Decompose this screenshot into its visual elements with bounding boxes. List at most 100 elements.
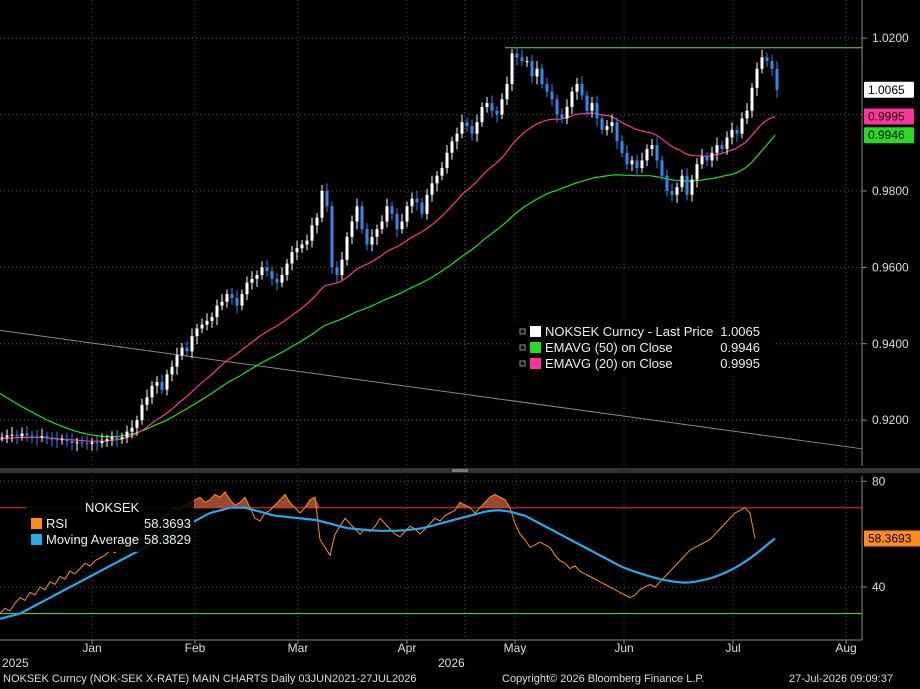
candle-body — [550, 91, 554, 100]
price-tick-label: 1.0200 — [872, 31, 909, 45]
legend-swatch — [31, 518, 42, 529]
price-axis: 1.0200 0.9800 0.9600 0.9400 0.9200 1.0065 0.99… — [861, 0, 914, 466]
candle-body — [55, 439, 59, 441]
candle-body — [35, 436, 39, 438]
legend-toggle[interactable] — [519, 360, 526, 367]
chart-background — [0, 0, 920, 671]
candle-body — [365, 229, 369, 245]
candle-body — [375, 229, 379, 237]
month-label: Jan — [82, 641, 101, 655]
month-label: Feb — [185, 641, 206, 655]
candle-body — [715, 145, 719, 153]
candle-body — [320, 190, 324, 218]
candle-body — [140, 404, 144, 421]
footer-copyright: Copyright© 2026 Bloomberg Finance L.P. — [502, 673, 705, 685]
candle-body — [200, 324, 204, 329]
indicator-legend-title: NOKSEK — [85, 500, 140, 515]
price-panel-lines — [0, 47, 863, 450]
candle-body — [255, 275, 259, 279]
legend-value: 58.3693 — [144, 516, 191, 531]
candle-body — [180, 347, 184, 356]
candle-body — [410, 198, 414, 207]
legend-toggle[interactable] — [519, 344, 526, 351]
candle-body — [295, 248, 299, 253]
candle-body — [495, 110, 499, 115]
candle-body — [30, 435, 34, 437]
candle-body — [235, 297, 239, 306]
candle-body — [175, 355, 179, 367]
candle-body — [370, 236, 374, 245]
candle-body — [65, 439, 69, 442]
candle-body — [490, 103, 494, 111]
month-label: Jul — [725, 641, 740, 655]
candle-body — [630, 160, 634, 165]
price-candles — [0, 47, 779, 452]
price-legend[interactable]: NOKSEK Curncy - Last Price 1.0065 EMAVG (5… — [511, 320, 773, 374]
candle-body — [215, 305, 219, 318]
candle-body — [350, 221, 354, 237]
candle-body — [260, 267, 264, 276]
candle-body — [280, 275, 284, 283]
divider-handle[interactable] — [452, 469, 468, 472]
candle-body — [240, 294, 244, 306]
candle-body — [695, 164, 699, 180]
candle-body — [310, 225, 314, 241]
ema50-line — [0, 134, 776, 438]
candle-body — [105, 439, 109, 442]
candle-body — [305, 240, 309, 245]
candle-body — [770, 61, 774, 69]
candle-body — [85, 443, 89, 445]
candle-body — [540, 68, 544, 85]
candle-body — [760, 57, 764, 69]
candle-body — [500, 99, 504, 115]
candle-body — [745, 110, 749, 119]
indicator-legend-box — [26, 498, 194, 552]
candle-body — [740, 118, 744, 134]
candle-body — [395, 213, 399, 230]
legend-swatch — [530, 358, 541, 369]
candle-body — [145, 397, 149, 405]
price-tag-label: 1.0065 — [868, 83, 905, 97]
candle-body — [575, 84, 579, 92]
candle-body — [220, 301, 224, 306]
candle-body — [645, 148, 649, 161]
candle-body — [690, 179, 694, 195]
candle-body — [250, 278, 254, 283]
candle-body — [590, 103, 594, 111]
candle-body — [330, 206, 334, 268]
candle-body — [580, 84, 584, 96]
candle-body — [510, 53, 514, 85]
candle-body — [270, 271, 274, 279]
candle-body — [405, 206, 409, 222]
year-label: 2026 — [438, 656, 465, 670]
panel-divider[interactable] — [0, 468, 920, 473]
candle-body — [50, 438, 54, 440]
candle-body — [265, 267, 269, 272]
candle-body — [115, 437, 119, 440]
indicator-legend[interactable]: NOKSEK RSI 58.3693 Moving Average 58.3829 — [26, 498, 194, 552]
price-tick-label: 0.9600 — [872, 260, 909, 274]
price-tag — [864, 127, 914, 144]
candle-body — [755, 68, 759, 88]
candle-body — [700, 156, 704, 165]
candle-body — [525, 61, 529, 63]
price-legend-box — [511, 320, 773, 374]
candle-body — [455, 133, 459, 142]
legend-toggle[interactable] — [519, 328, 526, 335]
candle-body — [245, 282, 249, 295]
candle-body — [470, 126, 474, 134]
candle-body — [730, 129, 734, 138]
candle-body — [705, 156, 709, 161]
candle-body — [520, 57, 524, 62]
candle-body — [665, 175, 669, 191]
candle-body — [435, 175, 439, 184]
candle-body — [450, 141, 454, 153]
candle-body — [135, 420, 139, 428]
candle-body — [10, 434, 14, 436]
candle-body — [465, 122, 469, 127]
candle-body — [80, 442, 84, 444]
candle-body — [125, 431, 129, 438]
candle-body — [300, 244, 304, 249]
candle-body — [430, 183, 434, 195]
legend-swatch — [530, 326, 541, 337]
